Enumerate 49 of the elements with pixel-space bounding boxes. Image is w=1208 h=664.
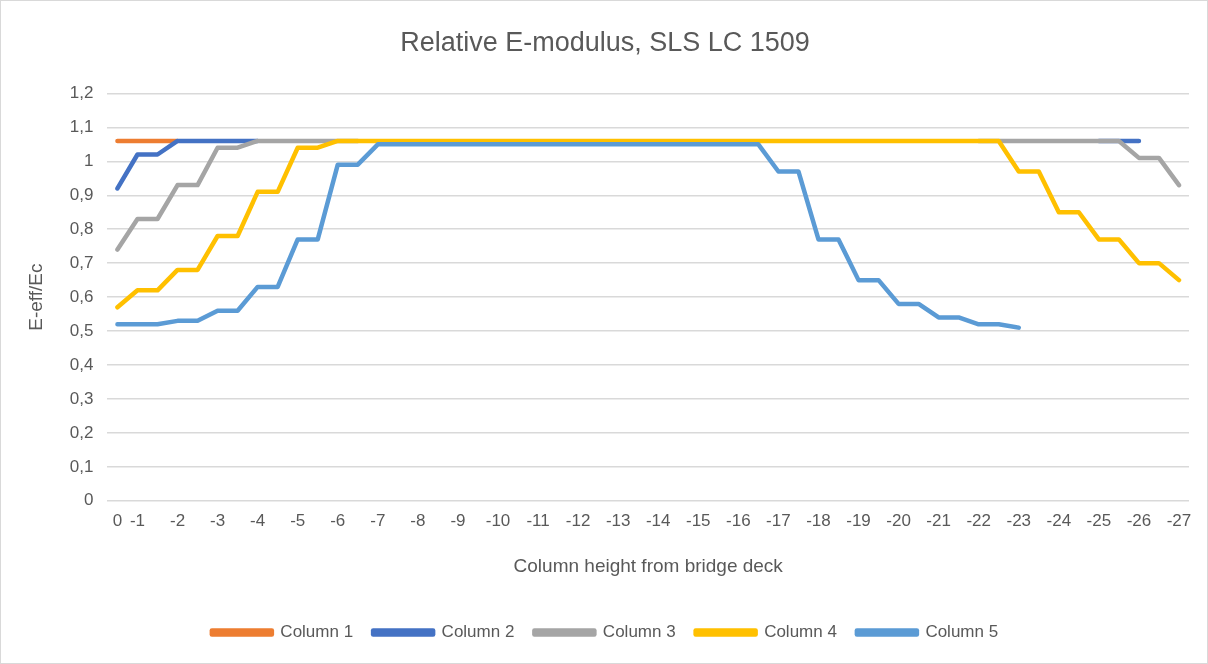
x-tick-label: -7	[370, 510, 386, 530]
x-tick-label: -25	[1086, 510, 1112, 530]
x-tick-label: -16	[726, 510, 751, 530]
y-tick-label: 0,5	[69, 320, 94, 340]
y-tick-label: 0,3	[69, 388, 94, 408]
x-tick-label: -9	[450, 510, 466, 530]
y-tick-label: 0,7	[69, 252, 94, 272]
legend-label: Column 1	[280, 622, 354, 642]
x-tick-label: -3	[210, 510, 226, 530]
x-axis-title: Column height from bridge deck	[513, 554, 784, 576]
x-tick-label: -26	[1126, 510, 1152, 530]
x-tick-label: -20	[886, 510, 911, 530]
y-axis-title: E-eff/Ec	[24, 263, 46, 331]
x-tick-label: -24	[1046, 510, 1072, 530]
x-tick-label: -18	[806, 510, 831, 530]
x-tick-label: -19	[846, 510, 871, 530]
x-tick-label: -12	[565, 510, 591, 530]
x-tick-label: -15	[686, 510, 711, 530]
x-tick-label: -8	[410, 510, 426, 530]
y-tick-label: 0,8	[69, 218, 94, 238]
y-tick-label: 0,4	[69, 354, 94, 374]
y-tick-label: 0,2	[69, 422, 94, 442]
x-tick-label: -5	[290, 510, 306, 530]
x-tick-label: -1	[129, 510, 146, 530]
y-tick-label: 0,9	[69, 184, 94, 204]
y-tick-label: 0	[83, 490, 94, 510]
x-tick-label: -2	[169, 510, 186, 530]
x-tick-label: -21	[926, 510, 951, 530]
x-tick-label: -6	[330, 510, 346, 530]
x-tick-label: -11	[526, 510, 550, 530]
x-tick-label: -17	[766, 510, 791, 530]
y-tick-label: 0,1	[69, 456, 94, 476]
y-tick-label: 1,2	[69, 83, 94, 103]
legend-label: Column 5	[925, 622, 999, 642]
x-tick-label: -14	[645, 510, 671, 530]
x-tick-label: 0	[112, 510, 123, 530]
x-tick-label: -4	[250, 510, 266, 530]
x-tick-label: -13	[605, 510, 631, 530]
legend-label: Column 2	[441, 622, 515, 642]
y-tick-label: 0,6	[69, 286, 94, 306]
x-tick-label: -22	[966, 510, 991, 530]
legend-label: Column 3	[602, 622, 676, 642]
y-tick-label: 1,1	[69, 117, 94, 137]
x-tick-label: -23	[1006, 510, 1032, 530]
x-tick-label: -27	[1166, 510, 1192, 530]
x-tick-label: -10	[485, 510, 511, 530]
legend-label: Column 4	[764, 622, 837, 642]
y-tick-label: 1	[83, 150, 94, 170]
chart-title: Relative E-modulus, SLS LC 1509	[400, 26, 810, 57]
